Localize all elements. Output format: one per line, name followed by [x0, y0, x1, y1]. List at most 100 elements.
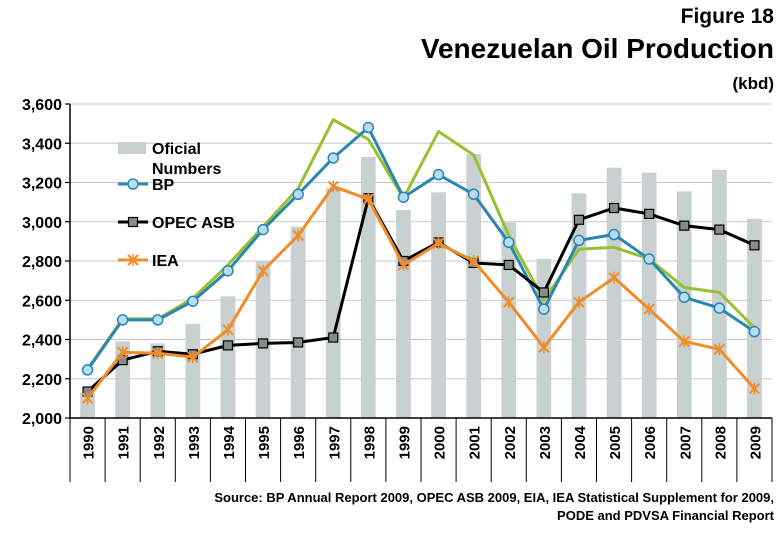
bp-marker	[467, 188, 480, 201]
x-tick-label: 1998	[361, 426, 378, 459]
unlabeled-line	[86, 118, 756, 370]
bp-marker	[643, 253, 655, 265]
iea-marker	[573, 296, 585, 309]
y-tick-label: 2,800	[22, 254, 62, 271]
iea-marker	[748, 382, 761, 395]
bp-marker	[503, 236, 515, 249]
source-line-1: Source: BP Annual Report 2009, OPEC ASB …	[214, 490, 774, 505]
y-tick-label: 3,400	[22, 136, 62, 153]
bar	[747, 218, 762, 418]
x-tick-label: 2001	[467, 426, 484, 459]
iea-marker	[503, 296, 515, 309]
bp-marker	[362, 121, 375, 134]
bar	[325, 188, 341, 418]
iea-marker	[127, 254, 139, 266]
bar	[396, 209, 411, 418]
bp-marker	[678, 291, 690, 304]
legend-bar-swatch	[118, 142, 146, 154]
bp-marker	[538, 303, 550, 315]
x-tick-label: 2006	[642, 426, 659, 459]
y-tick-label: 2,000	[22, 411, 62, 428]
bar	[360, 156, 376, 419]
opec-marker	[293, 337, 304, 348]
y-tick-label: 2,400	[22, 333, 62, 350]
iea-marker	[432, 237, 445, 250]
bar	[150, 343, 166, 418]
opec-marker	[714, 224, 725, 235]
x-tick-label: 2003	[537, 426, 554, 459]
y-tick-label: 3,600	[22, 97, 62, 114]
bar	[290, 226, 306, 418]
x-tick-label: 1996	[291, 426, 308, 459]
opec-marker	[608, 202, 620, 214]
bar	[641, 172, 657, 418]
legend-label-oficial: Oficial	[152, 141, 201, 158]
legend-bp-label: BP	[152, 177, 175, 194]
iea-marker	[467, 255, 480, 267]
iea-marker	[327, 180, 339, 193]
iea-marker	[81, 392, 94, 405]
iea-marker	[116, 346, 129, 359]
bp-line	[86, 126, 756, 371]
x-tick-label: 2000	[432, 426, 449, 459]
bp-marker	[608, 228, 620, 241]
unit-label: (kbd)	[732, 74, 774, 93]
iea-marker	[362, 193, 375, 206]
bp-marker	[573, 234, 585, 247]
iea-marker	[222, 323, 234, 336]
opec-marker	[503, 259, 514, 271]
bp-marker	[257, 223, 269, 236]
bar	[501, 222, 517, 418]
x-tick-label: 2004	[572, 425, 589, 459]
iea-marker	[678, 335, 690, 348]
x-tick-label: 2007	[677, 426, 694, 459]
iea-marker	[538, 341, 550, 354]
bp-marker	[432, 168, 445, 181]
x-tick-label: 1995	[256, 426, 273, 459]
opec-marker	[127, 216, 139, 228]
x-tick-label: 1999	[396, 426, 413, 459]
figure-number: Figure 18	[680, 5, 774, 28]
bp-marker	[748, 325, 761, 338]
bp-marker	[292, 188, 304, 201]
y-tick-label: 2,200	[22, 372, 62, 389]
opec-marker	[749, 240, 760, 251]
x-tick-label: 2009	[747, 426, 764, 459]
bar	[220, 296, 236, 418]
legend-label-numbers: Numbers	[152, 161, 221, 178]
bp-marker	[152, 314, 164, 326]
bp-marker	[187, 295, 199, 307]
x-tick-label: 1994	[221, 425, 238, 459]
bar	[185, 323, 201, 418]
bp-marker	[127, 178, 139, 190]
x-tick-label: 1991	[116, 426, 133, 459]
x-tick-label: 2008	[712, 426, 729, 459]
x-tick-label: 2002	[502, 426, 519, 459]
iea-marker	[152, 347, 164, 360]
bar	[431, 192, 446, 418]
opec-marker	[538, 287, 549, 298]
opec-marker	[222, 340, 234, 351]
source-line-2: PODE and PDVSA Financial Report	[557, 508, 774, 523]
y-tick-label: 2,600	[22, 293, 62, 310]
bar	[80, 392, 95, 418]
iea-marker	[713, 343, 726, 356]
bp-marker	[397, 191, 410, 203]
legend-opec-label: OPEC ASB	[152, 215, 235, 232]
iea-marker	[292, 229, 304, 242]
x-tick-label: 2005	[607, 426, 624, 459]
x-tick-label: 1990	[81, 426, 98, 459]
iea-marker	[397, 258, 410, 271]
legend-iea-label: IEA	[152, 253, 179, 270]
bp-marker	[81, 364, 94, 376]
bp-marker	[116, 314, 129, 326]
x-tick-label: 1997	[326, 426, 343, 459]
bp-marker	[222, 265, 234, 277]
y-tick-label: 3,200	[22, 176, 62, 193]
iea-marker	[187, 351, 199, 364]
opec-marker	[328, 332, 339, 343]
bar	[676, 191, 692, 418]
iea-line	[86, 184, 756, 400]
iea-marker	[643, 303, 655, 316]
